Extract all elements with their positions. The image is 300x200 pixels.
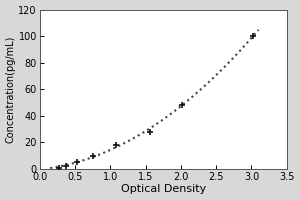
X-axis label: Optical Density: Optical Density bbox=[121, 184, 206, 194]
Y-axis label: Concentration(pg/mL): Concentration(pg/mL) bbox=[6, 36, 16, 143]
